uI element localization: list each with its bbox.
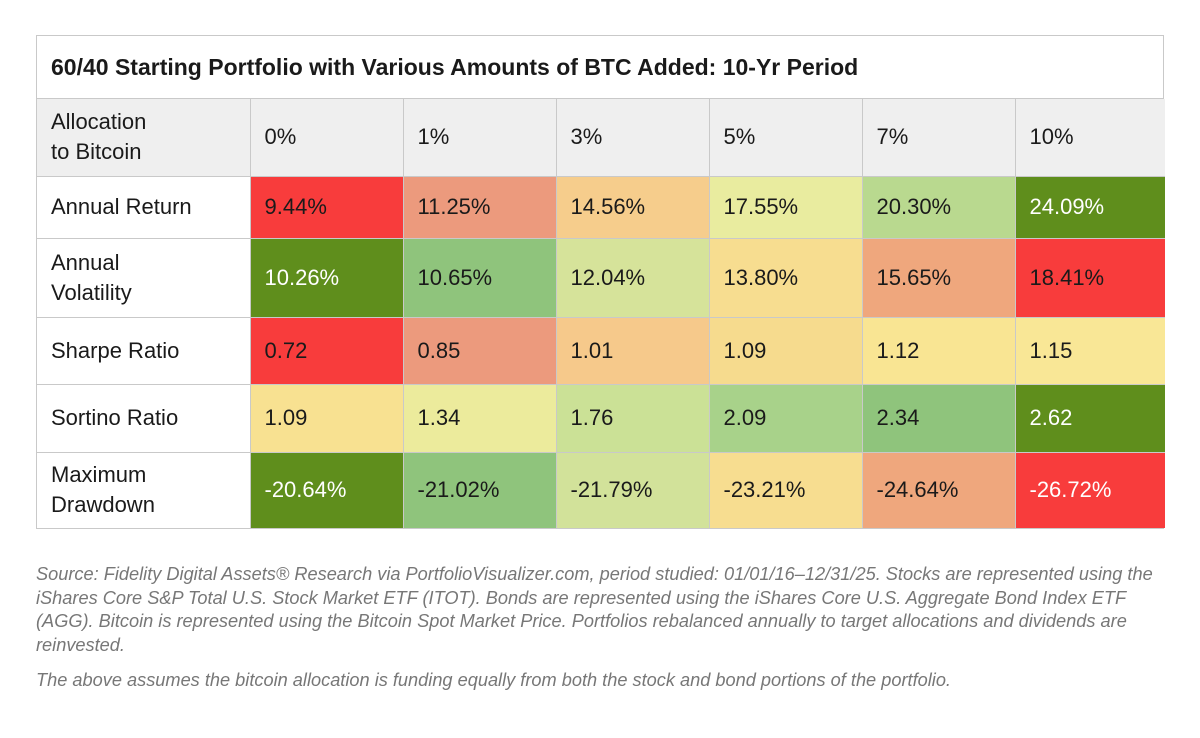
row-label: Annual Return (37, 175, 251, 239)
heatmap-cell: -21.02% (402, 451, 557, 528)
table-row: Sortino Ratio 1.09 1.34 1.76 2.09 2.34 2.62 (37, 383, 1165, 453)
assumption-note: The above assumes the bitcoin allocation… (36, 670, 951, 690)
row-label-text: Sharpe Ratio (51, 337, 180, 363)
source-note: Source: Fidelity Digital Assets® Researc… (36, 564, 1153, 655)
heatmap-cell: 1.12 (861, 316, 1016, 385)
heatmap-cell: 0.72 (249, 316, 404, 385)
row-label-text: Maximum Drawdown (51, 462, 155, 518)
heatmap-grid: Allocation to Bitcoin 0% 1% 3% 5% 7% 10% Annual… (37, 99, 1165, 528)
heatmap-cell: 13.80% (708, 237, 863, 318)
heatmap-cell: 18.41% (1014, 237, 1165, 318)
header-row: Allocation to Bitcoin 0% 1% 3% 5% 7% 10% (37, 99, 1165, 177)
heatmap-cell: 10.26% (249, 237, 404, 318)
row-label: Sharpe Ratio (37, 316, 251, 385)
heatmap-cell: 1.01 (555, 316, 710, 385)
heatmap-cell: 11.25% (402, 175, 557, 239)
heatmap-cell: 1.09 (708, 316, 863, 385)
heatmap-cell: 1.15 (1014, 316, 1165, 385)
column-header: 0% (249, 99, 404, 177)
column-header: 7% (861, 99, 1016, 177)
table-title: 60/40 Starting Portfolio with Various Am… (37, 36, 1163, 99)
column-header: 10% (1014, 99, 1165, 177)
heatmap-cell: 2.09 (708, 383, 863, 453)
column-header: 1% (402, 99, 557, 177)
table-row: Sharpe Ratio 0.72 0.85 1.01 1.09 1.12 1.15 (37, 316, 1165, 385)
row-label-text: Annual Volatility (51, 249, 132, 305)
table-row: Annual Return 9.44% 11.25% 14.56% 17.55% 20.3… (37, 175, 1165, 239)
row-label: Annual Volatility (37, 237, 251, 318)
row-label-text: Sortino Ratio (51, 405, 179, 430)
heatmap-cell: 17.55% (708, 175, 863, 239)
header-label: Allocation to Bitcoin (37, 99, 251, 177)
table-row: Annual Volatility 10.26% 10.65% 12.04% 13.80… (37, 237, 1165, 318)
heatmap-cell: 10.65% (402, 237, 557, 318)
heatmap-cell: -20.64% (249, 451, 404, 528)
heatmap-cell: 12.04% (555, 237, 710, 318)
column-header: 3% (555, 99, 710, 177)
heatmap-cell: 24.09% (1014, 175, 1165, 239)
table-row: Maximum Drawdown -20.64% -21.02% -21.79% -23… (37, 451, 1165, 528)
heatmap-cell: -26.72% (1014, 451, 1165, 528)
heatmap-cell: 15.65% (861, 237, 1016, 318)
row-label-text: Annual Return (51, 194, 192, 219)
heatmap-cell: 20.30% (861, 175, 1016, 239)
footnotes: Source: Fidelity Digital Assets® Researc… (36, 563, 1164, 693)
column-header: 5% (708, 99, 863, 177)
btc-allocation-table: 60/40 Starting Portfolio with Various Am… (36, 35, 1165, 529)
heatmap-cell: 0.85 (402, 316, 557, 385)
heatmap-cell: 2.34 (861, 383, 1016, 453)
row-label: Sortino Ratio (37, 383, 251, 453)
header-label-text: Allocation to Bitcoin (51, 109, 147, 165)
heatmap-cell: 1.34 (402, 383, 557, 453)
heatmap-cell: 2.62 (1014, 383, 1165, 453)
heatmap-cell: 14.56% (555, 175, 710, 239)
heatmap-cell: 1.09 (249, 383, 404, 453)
heatmap-cell: 9.44% (249, 175, 404, 239)
row-label: Maximum Drawdown (37, 451, 251, 528)
heatmap-cell: 1.76 (555, 383, 710, 453)
heatmap-cell: -21.79% (555, 451, 710, 528)
heatmap-cell: -23.21% (708, 451, 863, 528)
heatmap-cell: -24.64% (861, 451, 1016, 528)
